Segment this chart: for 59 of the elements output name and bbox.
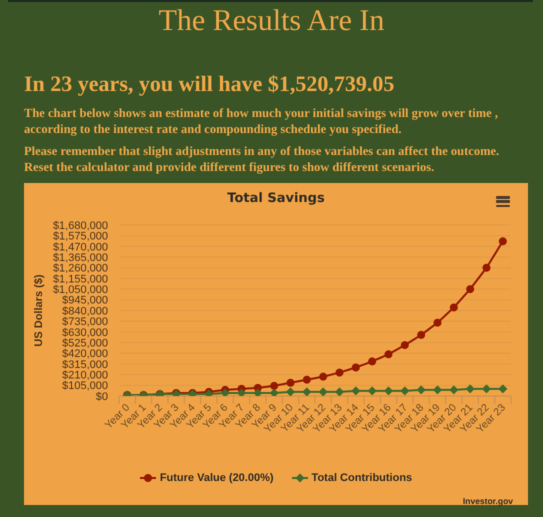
y-tick-label: $735,000	[62, 316, 108, 328]
point	[482, 384, 491, 394]
point	[434, 318, 442, 327]
point	[319, 372, 328, 381]
y-tick-label: $1,680,000	[52, 220, 108, 232]
point	[368, 386, 377, 396]
text: Please remember that slight adjustments in any of those variables can affect the outcome. Reset the calculator and provide different figures to show different scenarios.	[24, 144, 500, 174]
point	[482, 264, 490, 272]
point	[368, 357, 376, 366]
y-axis-title: US Dollars ($)	[33, 274, 45, 347]
y-tick-label: $945,000	[62, 294, 108, 307]
y-tick-label: $1,050,000	[52, 284, 108, 296]
y-tick-label: $630,000	[62, 326, 108, 339]
y-tick-label: $420,000	[62, 348, 108, 360]
point	[237, 388, 246, 396]
point	[400, 386, 410, 396]
point	[351, 386, 360, 396]
point	[450, 303, 458, 312]
point	[466, 285, 474, 294]
chart-title: Total Savings	[227, 191, 325, 206]
text: The Results Are In	[158, 4, 384, 37]
y-tick-label: $1,155,000	[52, 273, 108, 286]
y-tick-label: $525,000	[62, 337, 108, 350]
point	[384, 386, 393, 396]
point	[417, 330, 426, 339]
point	[220, 388, 230, 396]
y-tick-label: $0	[96, 390, 108, 403]
text: The chart below shows an estimate of how much your initial savings will grow over time , according to the interest rate and compounding schedule you specified.	[24, 106, 498, 136]
y-tick-label: $1,365,000	[52, 252, 108, 264]
point	[498, 237, 507, 246]
y-tick-label: $315,000	[62, 358, 108, 371]
point	[466, 384, 475, 394]
text: Investor.gov	[462, 496, 513, 506]
point	[302, 387, 312, 396]
y-tick-label: $1,470,000	[52, 241, 108, 254]
point	[270, 388, 279, 396]
point	[449, 385, 458, 394]
point	[318, 387, 328, 396]
point	[416, 385, 426, 394]
y-tick-label: $1,260,000	[52, 262, 108, 275]
y-tick-label: $105,000	[62, 380, 108, 392]
text: In 23 years, you will have $1,520,739.05	[24, 71, 394, 96]
point	[498, 384, 508, 394]
point	[352, 364, 360, 372]
point	[384, 350, 392, 358]
point	[335, 387, 344, 396]
point	[286, 378, 294, 387]
point	[336, 368, 344, 377]
point	[400, 341, 409, 350]
point	[286, 387, 295, 396]
y-tick-label: $840,000	[62, 305, 108, 318]
point	[302, 376, 311, 384]
legend-label: Future Value (20.00%)	[160, 472, 274, 484]
y-tick-label: $210,000	[62, 370, 108, 382]
point	[253, 388, 262, 396]
legend-label: Total Contributions	[312, 472, 412, 484]
point	[433, 385, 442, 394]
y-tick-label: $1,575,000	[52, 230, 108, 243]
point	[270, 382, 278, 390]
